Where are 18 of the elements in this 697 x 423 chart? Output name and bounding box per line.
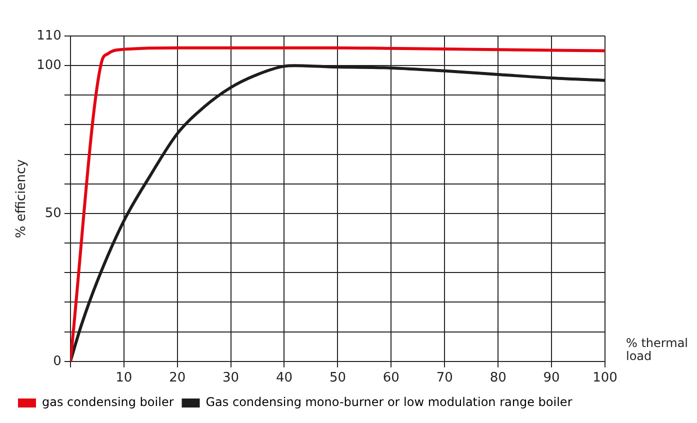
x-tick-label: 50 (329, 370, 346, 386)
x-tick-label: 30 (222, 370, 240, 386)
x-tick-label: 60 (382, 370, 400, 386)
y-tick-label: 110 (36, 28, 62, 44)
x-tick-label: 100 (592, 370, 618, 386)
x-tick-label: 40 (276, 370, 293, 386)
x-tick-label: 70 (436, 370, 453, 386)
y-axis-title: % efficiency (14, 158, 30, 238)
legend-label: gas condensing boiler (42, 395, 174, 410)
y-tick-label: 0 (53, 354, 62, 369)
legend-label: Gas condensing mono-burner or low modulation range boiler (206, 395, 572, 410)
x-tick-label: 80 (490, 370, 506, 386)
y-tick-label: 50 (44, 206, 62, 221)
x-tick-label: 10 (116, 370, 132, 386)
x-axis-title: % thermal load (626, 336, 690, 363)
y-tick-label: 100 (36, 58, 62, 73)
x-tick-label: 20 (169, 370, 186, 386)
x-tick-label: 90 (543, 370, 560, 386)
